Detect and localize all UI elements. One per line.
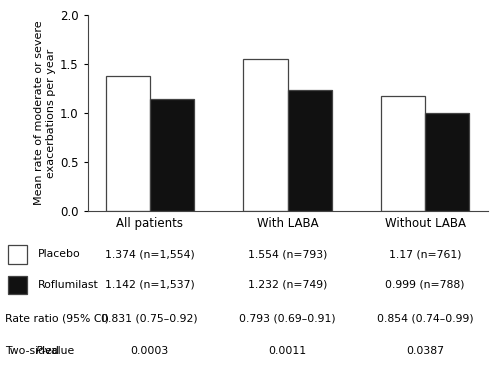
Bar bbox=[8, 276, 28, 294]
Bar bbox=[244, 59, 288, 211]
Text: 0.0011: 0.0011 bbox=[268, 346, 306, 356]
Text: P: P bbox=[36, 346, 43, 356]
Bar bbox=[288, 90, 332, 211]
Bar bbox=[8, 245, 28, 264]
Text: 1.17 (n=761): 1.17 (n=761) bbox=[389, 250, 462, 259]
Text: Two-sided: Two-sided bbox=[5, 346, 62, 356]
Bar bbox=[150, 99, 194, 211]
Text: 0.831 (0.75–0.92): 0.831 (0.75–0.92) bbox=[102, 314, 198, 323]
Bar bbox=[106, 77, 150, 211]
Text: 1.374 (n=1,554): 1.374 (n=1,554) bbox=[105, 250, 194, 259]
Text: 0.0387: 0.0387 bbox=[406, 346, 444, 356]
Text: 0.999 (n=788): 0.999 (n=788) bbox=[386, 280, 465, 290]
Text: 0.854 (0.74–0.99): 0.854 (0.74–0.99) bbox=[377, 314, 474, 323]
Text: 0.0003: 0.0003 bbox=[130, 346, 169, 356]
Text: 1.232 (n=749): 1.232 (n=749) bbox=[248, 280, 327, 290]
Text: 1.142 (n=1,537): 1.142 (n=1,537) bbox=[105, 280, 194, 290]
Text: Rate ratio (95% CI): Rate ratio (95% CI) bbox=[5, 314, 109, 323]
Text: -value: -value bbox=[42, 346, 75, 356]
Bar bbox=[381, 97, 425, 211]
Text: 0.793 (0.69–0.91): 0.793 (0.69–0.91) bbox=[239, 314, 336, 323]
Y-axis label: Mean rate of moderate or severe
exacerbations per year: Mean rate of moderate or severe exacerba… bbox=[34, 21, 56, 205]
Text: 1.554 (n=793): 1.554 (n=793) bbox=[248, 250, 327, 259]
Bar bbox=[425, 113, 470, 211]
Text: Roflumilast: Roflumilast bbox=[38, 280, 98, 290]
Text: Placebo: Placebo bbox=[38, 250, 80, 259]
